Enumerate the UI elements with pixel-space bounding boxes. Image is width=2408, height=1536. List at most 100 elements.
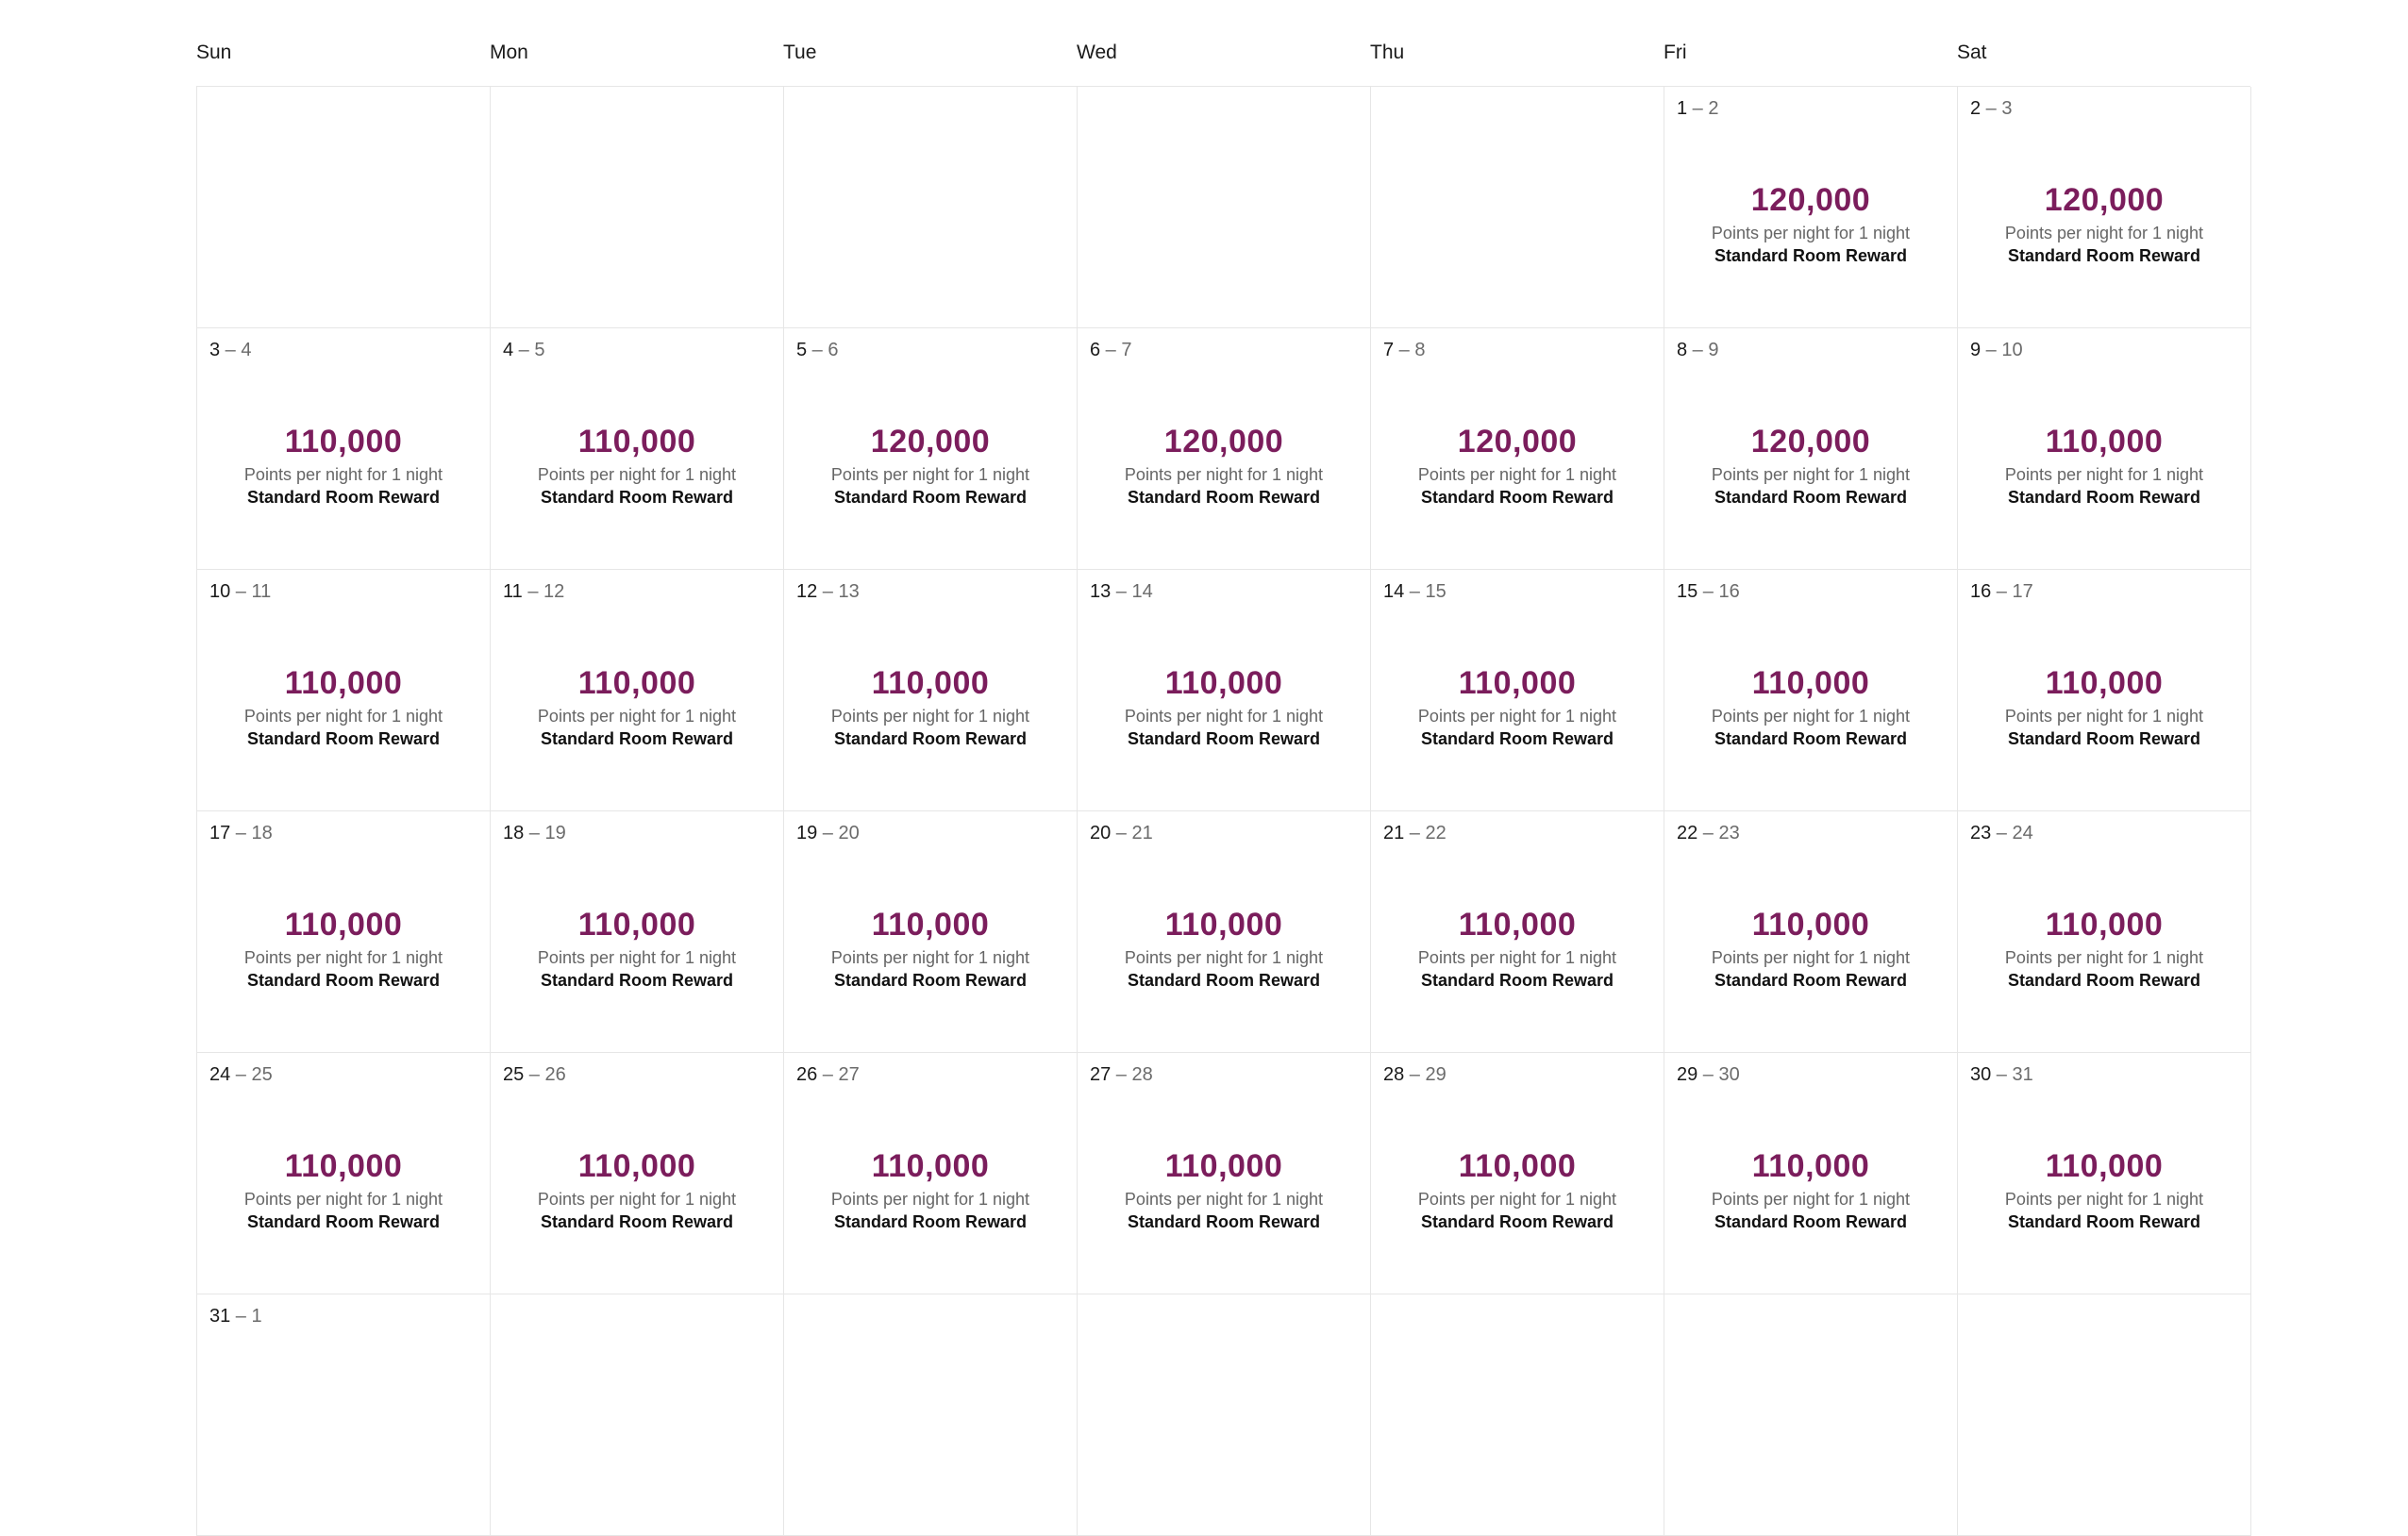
calendar-empty-cell: [784, 87, 1078, 328]
points-value: 110,000: [2045, 1148, 2164, 1184]
calendar-day-cell[interactable]: 16 – 17 110,000 Points per night for 1 nig…: [1958, 570, 2251, 811]
date-separator: –: [1111, 1064, 1132, 1085]
calendar-day-cell[interactable]: 6 – 7 120,000 Points per night for 1 night…: [1078, 328, 1371, 570]
calendar-day-cell[interactable]: 14 – 15 110,000 Points per night for 1 nig…: [1371, 570, 1664, 811]
reward-type: Standard Room Reward: [1714, 246, 1908, 265]
check-out-day: 24: [2012, 823, 2033, 843]
check-in-day: 28: [1383, 1064, 1405, 1085]
price-block: 110,000 Points per night for 1 night Stand…: [197, 1148, 490, 1233]
reward-type: Standard Room Reward: [540, 1212, 734, 1231]
points-caption: Points per night for 1 night: [2004, 1190, 2204, 1209]
reward-type: Standard Room Reward: [2007, 729, 2201, 748]
reward-type: Standard Room Reward: [1420, 488, 1614, 507]
points-value: 110,000: [577, 907, 696, 943]
date-range: 17 – 18: [209, 823, 273, 844]
calendar-day-cell[interactable]: 24 – 25 110,000 Points per night for 1 nig…: [197, 1053, 491, 1294]
calendar-day-cell[interactable]: 2 – 3 120,000 Points per night for 1 night…: [1958, 87, 2251, 328]
check-out-day: 23: [1718, 823, 1740, 843]
points-value: 110,000: [1458, 665, 1577, 701]
check-in-day: 14: [1383, 581, 1405, 602]
date-separator: –: [1394, 340, 1415, 360]
reward-type: Standard Room Reward: [1714, 729, 1908, 748]
check-in-day: 12: [796, 581, 818, 602]
calendar-day-cell[interactable]: 4 – 5 110,000 Points per night for 1 night…: [491, 328, 784, 570]
price-block: 120,000 Points per night for 1 night Stand…: [1664, 424, 1957, 509]
date-range: 28 – 29: [1383, 1064, 1446, 1086]
check-out-day: 10: [2001, 340, 2023, 360]
calendar-day-cell[interactable]: 11 – 12 110,000 Points per night for 1 nig…: [491, 570, 784, 811]
calendar-day-cell[interactable]: 12 – 13 110,000 Points per night for 1 nig…: [784, 570, 1078, 811]
weekday-sun: Sun: [196, 42, 232, 63]
calendar-empty-cell: [491, 87, 784, 328]
reward-type: Standard Room Reward: [2007, 971, 2201, 990]
check-in-day: 18: [503, 823, 525, 843]
calendar-day-cell[interactable]: 31 – 1: [197, 1294, 491, 1536]
points-value: 110,000: [577, 1148, 696, 1184]
check-in-day: 19: [796, 823, 818, 843]
calendar-day-cell[interactable]: 18 – 19 110,000 Points per night for 1 nig…: [491, 811, 784, 1053]
check-in-day: 22: [1677, 823, 1698, 843]
points-value: 110,000: [1751, 907, 1870, 943]
weekday-mon: Mon: [490, 42, 528, 63]
date-separator: –: [220, 340, 242, 360]
calendar-day-cell[interactable]: 20 – 21 110,000 Points per night for 1 nig…: [1078, 811, 1371, 1053]
points-caption: Points per night for 1 night: [243, 707, 443, 726]
calendar-day-cell[interactable]: 13 – 14 110,000 Points per night for 1 nig…: [1078, 570, 1371, 811]
date-range: 2 – 3: [1970, 98, 2013, 120]
calendar-day-cell[interactable]: 9 – 10 110,000 Points per night for 1 nigh…: [1958, 328, 2251, 570]
calendar-day-cell[interactable]: 1 – 2 120,000 Points per night for 1 night…: [1664, 87, 1958, 328]
check-in-day: 6: [1090, 340, 1101, 360]
date-range: 3 – 4: [209, 340, 252, 361]
points-value: 110,000: [577, 424, 696, 459]
points-caption: Points per night for 1 night: [830, 948, 1030, 967]
date-separator: –: [1697, 823, 1719, 843]
points-value: 110,000: [871, 907, 990, 943]
calendar-day-cell[interactable]: 27 – 28 110,000 Points per night for 1 nig…: [1078, 1053, 1371, 1294]
calendar-day-cell[interactable]: 10 – 11 110,000 Points per night for 1 nig…: [197, 570, 491, 811]
calendar-day-cell[interactable]: 22 – 23 110,000 Points per night for 1 nig…: [1664, 811, 1958, 1053]
date-separator: –: [1991, 581, 2013, 602]
calendar-day-cell[interactable]: 28 – 29 110,000 Points per night for 1 nig…: [1371, 1053, 1664, 1294]
price-block: 110,000 Points per night for 1 night Stand…: [784, 1148, 1077, 1233]
calendar-day-cell[interactable]: 8 – 9 120,000 Points per night for 1 night…: [1664, 328, 1958, 570]
reward-type: Standard Room Reward: [1127, 729, 1321, 748]
check-out-day: 11: [251, 581, 272, 602]
price-block: 120,000 Points per night for 1 night Stand…: [1664, 182, 1957, 267]
calendar-day-cell[interactable]: 23 – 24 110,000 Points per night for 1 nig…: [1958, 811, 2251, 1053]
points-caption: Points per night for 1 night: [1417, 465, 1617, 484]
price-block: 110,000 Points per night for 1 night Stand…: [197, 665, 490, 750]
calendar-day-cell[interactable]: 17 – 18 110,000 Points per night for 1 nig…: [197, 811, 491, 1053]
calendar-day-cell[interactable]: 19 – 20 110,000 Points per night for 1 nig…: [784, 811, 1078, 1053]
points-caption: Points per night for 1 night: [1124, 465, 1324, 484]
calendar-empty-cell: [197, 87, 491, 328]
weekday-fri: Fri: [1664, 42, 1687, 63]
calendar-day-cell[interactable]: 25 – 26 110,000 Points per night for 1 nig…: [491, 1053, 784, 1294]
price-block: 110,000 Points per night for 1 night Stand…: [1371, 665, 1664, 750]
calendar-day-cell[interactable]: 5 – 6 120,000 Points per night for 1 night…: [784, 328, 1078, 570]
check-out-day: 16: [1718, 581, 1740, 602]
check-in-day: 4: [503, 340, 514, 360]
calendar-day-cell[interactable]: 15 – 16 110,000 Points per night for 1 nig…: [1664, 570, 1958, 811]
date-range: 19 – 20: [796, 823, 860, 844]
calendar-day-cell[interactable]: 26 – 27 110,000 Points per night for 1 nig…: [784, 1053, 1078, 1294]
weekday-tue: Tue: [783, 42, 817, 63]
calendar-day-cell[interactable]: 7 – 8 120,000 Points per night for 1 night…: [1371, 328, 1664, 570]
date-range: 15 – 16: [1677, 581, 1740, 603]
calendar-day-cell[interactable]: 21 – 22 110,000 Points per night for 1 nig…: [1371, 811, 1664, 1053]
date-separator: –: [817, 823, 839, 843]
calendar-day-cell[interactable]: 3 – 4 110,000 Points per night for 1 night…: [197, 328, 491, 570]
calendar-day-cell[interactable]: 30 – 31 110,000 Points per night for 1 nig…: [1958, 1053, 2251, 1294]
date-separator: –: [807, 340, 828, 360]
check-in-day: 3: [209, 340, 221, 360]
points-value: 110,000: [1751, 665, 1870, 701]
check-out-day: 3: [2001, 98, 2013, 119]
reward-type: Standard Room Reward: [246, 488, 441, 507]
price-block: 110,000 Points per night for 1 night Stand…: [1371, 907, 1664, 992]
points-value: 110,000: [284, 907, 403, 943]
points-value: 110,000: [2045, 424, 2164, 459]
points-calendar: Sun Mon Tue Wed Thu Fri Sat 1 – 2 120,000…: [196, 0, 2251, 1536]
date-separator: –: [817, 581, 839, 602]
calendar-day-cell[interactable]: 29 – 30 110,000 Points per night for 1 nig…: [1664, 1053, 1958, 1294]
date-separator: –: [1991, 1064, 2013, 1085]
date-separator: –: [1697, 581, 1719, 602]
